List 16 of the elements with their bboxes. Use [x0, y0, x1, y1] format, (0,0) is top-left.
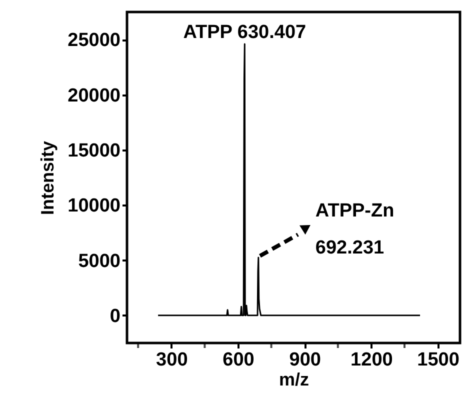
y-tick-label: 10000	[68, 196, 120, 217]
annotation: ATPP 630.407	[183, 22, 306, 43]
y-tick-label: 20000	[68, 85, 120, 106]
annotation: ATPP-Zn 692.231	[315, 200, 394, 258]
line-series	[157, 43, 421, 316]
x-tick-label: 900	[289, 350, 321, 370]
x-tick-label: 1200	[350, 350, 393, 370]
y-tick-label: 0	[110, 306, 120, 327]
y-axis-title: Intensity	[38, 140, 58, 216]
x-tick-label: 600	[222, 350, 254, 370]
y-tick-label: 25000	[68, 30, 120, 52]
x-tick-label: 300	[156, 350, 188, 370]
x-axis-title: m/z	[278, 370, 310, 390]
y-tick-label: 15000	[68, 140, 120, 162]
y-tick-label: 5000	[78, 250, 120, 272]
x-tick-label: 1500	[417, 350, 460, 370]
